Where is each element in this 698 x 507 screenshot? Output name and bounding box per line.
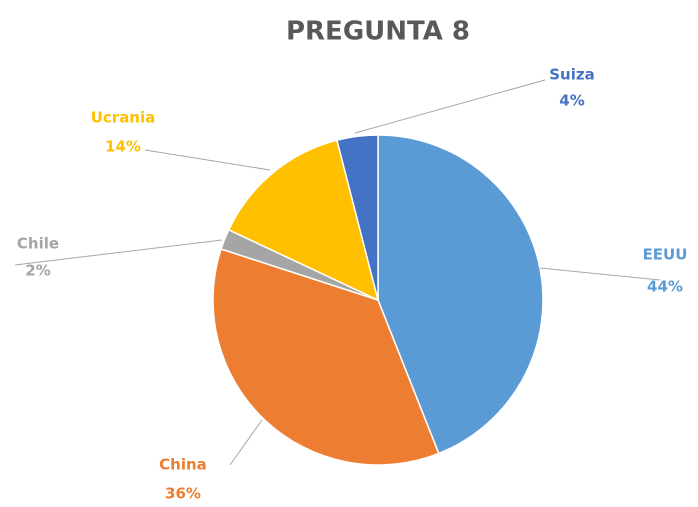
category-label: China (159, 456, 207, 474)
category-label: EEUU (643, 246, 688, 264)
leader-line (144, 149, 271, 171)
category-label: Ucrania (91, 109, 156, 127)
leader-line (539, 267, 661, 281)
leader-line (229, 419, 263, 466)
value-label: 44% (647, 278, 683, 296)
value-label: 36% (165, 485, 201, 503)
category-label: Suiza (549, 66, 594, 84)
pie-slice (212, 248, 440, 466)
pie-slice (377, 134, 544, 455)
value-label: 2% (25, 262, 50, 280)
value-label: 14% (105, 138, 141, 156)
pie-slice (336, 134, 379, 301)
pie-slice (227, 139, 380, 302)
leader-line (14, 239, 223, 266)
category-label: Chile (17, 235, 59, 253)
chart-title: PREGUNTA 8 (286, 17, 470, 47)
value-label: 4% (559, 92, 584, 110)
leader-line (354, 79, 546, 134)
